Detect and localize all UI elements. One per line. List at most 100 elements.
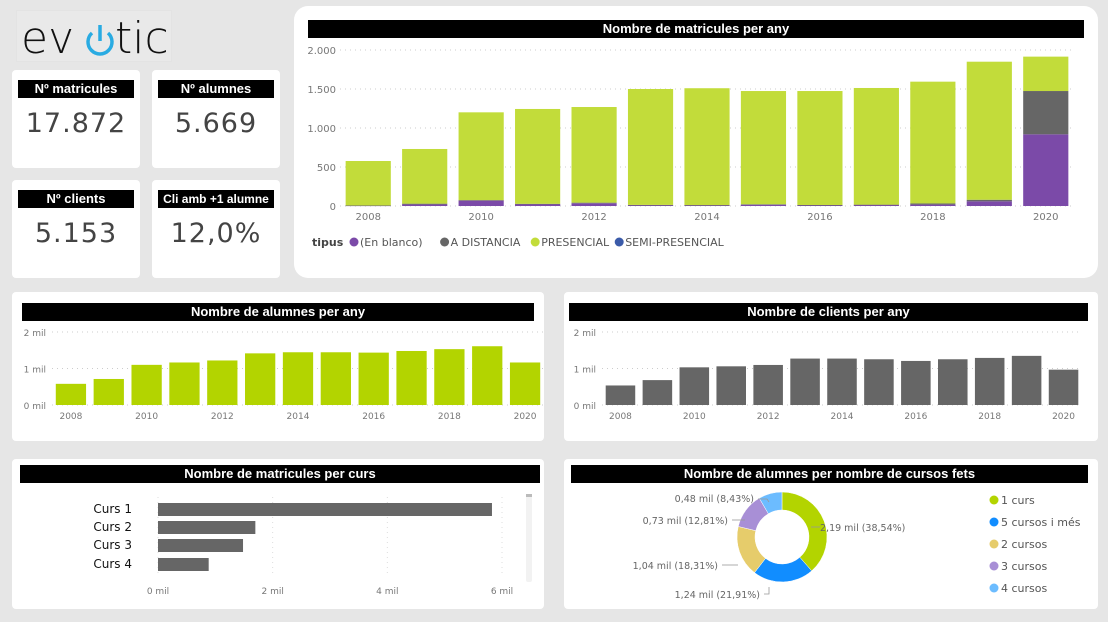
bar-2011 — [716, 366, 746, 405]
bar-segment-presencial-2011 — [515, 108, 561, 204]
bar-segment-presencial-2010 — [458, 112, 504, 201]
bar-segment-presencial-2020 — [1023, 56, 1069, 92]
chart-title: Nombre de alumnes per any — [22, 303, 534, 321]
alumnes-per-cursos-card: Nombre de alumnes per nombre de cursos f… — [564, 459, 1098, 609]
bar-2017 — [396, 350, 427, 405]
bar-segment-en-blanco-2019 — [966, 201, 1012, 206]
bar-segment-a-distancia-2017 — [853, 204, 899, 206]
x-tick-label: 2018 — [438, 412, 461, 422]
legend-label: A DISTANCIA — [451, 236, 521, 249]
kpi-value: 5.153 — [34, 218, 118, 249]
kpi-value: 17.872 — [25, 108, 127, 139]
bar-2016 — [358, 352, 389, 405]
kpi-card-alumnes: Nº alumnes 5.669 — [152, 70, 280, 168]
kpi-title: Cli amb +1 alumne — [158, 190, 274, 208]
bar-2010 — [131, 364, 162, 405]
y-tick-label: 2.000 — [307, 46, 336, 57]
bar-segment-en-blanco-2013 — [627, 205, 674, 206]
kpi-title: Nº matricules — [18, 80, 134, 98]
bar-segment-a-distancia-2012 — [571, 202, 617, 204]
legend-dot-icon — [989, 539, 999, 549]
scrollbar-thumb[interactable] — [526, 494, 532, 497]
legend-label: PRESENCIAL — [541, 236, 610, 249]
scrollbar-track — [526, 494, 532, 582]
x-tick-label: 2014 — [287, 412, 310, 422]
category-label: Curs 2 — [93, 520, 132, 534]
bar-segment-en-blanco-2009 — [402, 204, 448, 206]
matricules-per-curs-card: Nombre de matricules per curs 0 mil 2 mil… — [12, 459, 544, 609]
data-label: 2,19 mil (38,54%) — [820, 523, 905, 534]
bar-segment-presencial-2018 — [910, 81, 956, 204]
y-tick-label: 1.500 — [307, 85, 336, 96]
x-tick-label: 2008 — [356, 212, 381, 223]
legend-dot-icon — [614, 237, 624, 247]
bar-segment-presencial-2014 — [684, 88, 730, 206]
bar-segment-presencial-2009 — [402, 148, 448, 204]
data-label: 0,73 mil (12,81%) — [643, 516, 728, 527]
leader-line — [758, 498, 770, 503]
bar-segment-en-blanco-2011 — [515, 204, 561, 206]
bar-segment-en-blanco-2014 — [684, 205, 730, 206]
matricules-per-any-card: Nombre de matricules per any 0 500 1.000 1.… — [294, 6, 1098, 278]
donut-slice-4-cursos — [758, 491, 783, 515]
leader-line — [764, 587, 770, 595]
category-label: Curs 3 — [93, 538, 132, 552]
alumnes-per-cursos-chart: 2,19 mil (38,54%) 1 curs 1,24 mil (21,91%)… — [633, 491, 1081, 601]
bar-segment-a-distancia-2018 — [910, 203, 956, 205]
x-tick-label: 2018 — [920, 212, 945, 223]
x-tick-label: 2012 — [211, 412, 234, 422]
bar-2008 — [55, 383, 87, 405]
bar-segment-en-blanco-2012 — [571, 203, 617, 206]
kpi-value: 12,0% — [170, 218, 262, 249]
bar-segment-presencial-2017 — [853, 87, 899, 205]
y-tick-label: 0 mil — [574, 402, 596, 412]
bar-2009 — [642, 380, 673, 405]
y-tick-label: 2 mil — [574, 329, 596, 339]
x-tick-label: 2016 — [904, 412, 927, 422]
kpi-card-cli-mes-alumne: Cli amb +1 alumne 12,0% — [152, 180, 280, 278]
logo-text-ev: ev — [21, 13, 74, 63]
x-tick-label: 2016 — [807, 212, 832, 223]
clients-per-any-card: Nombre de clients per any 0 mil 1 mil 2 mi… — [564, 292, 1098, 441]
bar-segment-en-blanco-2015 — [740, 204, 787, 206]
bar-segment-presencial-2016 — [797, 91, 843, 205]
bar-segment-a-distancia-2011 — [515, 203, 561, 205]
clients-per-any-chart: 0 mil 1 mil 2 mil 2008 2010 2012 2014 2016 2018 2… — [574, 329, 1082, 422]
y-tick-label: 1.000 — [307, 124, 336, 135]
kpi-card-clients: Nº clients 5.153 — [12, 180, 140, 278]
bar-segment-a-distancia-2010 — [458, 200, 504, 201]
y-tick-label: 0 mil — [24, 402, 46, 412]
y-tick-label: 0 — [330, 202, 336, 213]
bar-2014 — [282, 352, 314, 405]
y-tick-label: 1 mil — [574, 366, 596, 376]
bar-curs-3 — [158, 539, 244, 552]
bar-segment-presencial-2008 — [345, 160, 391, 206]
x-tick-label: 4 mil — [376, 587, 398, 597]
x-tick-label: 2012 — [581, 212, 606, 223]
x-tick-label: 0 mil — [147, 587, 169, 597]
legend-dot-icon — [989, 583, 999, 593]
bar-segment-a-distancia-2016 — [797, 204, 843, 206]
kpi-value: 5.669 — [174, 108, 258, 139]
bar-segment-a-distancia-2014 — [684, 205, 730, 206]
bar-segment-presencial-2019 — [966, 61, 1012, 200]
bar-2020 — [1048, 369, 1079, 405]
kpi-card-matricules: Nº matricules 17.872 — [12, 70, 140, 168]
chart-title: Nombre de clients per any — [569, 303, 1088, 321]
bar-2009 — [93, 378, 124, 405]
category-label: Curs 1 — [93, 502, 132, 516]
bar-segment-presencial-2013 — [627, 89, 674, 205]
bar-2016 — [901, 360, 931, 405]
bar-2019 — [1011, 355, 1042, 405]
legend-label: 1 curs — [1001, 494, 1035, 507]
bar-curs-4 — [158, 558, 209, 571]
chart-title: Nombre de alumnes per nombre de cursos f… — [571, 465, 1088, 483]
bar-2010 — [679, 367, 710, 405]
legend-label: 4 cursos — [1001, 582, 1047, 595]
bar-segment-presencial-2012 — [571, 107, 617, 203]
chart-title: Nombre de matricules per any — [308, 20, 1084, 38]
bar-curs-2 — [158, 521, 256, 534]
legend-label: 3 cursos — [1001, 560, 1047, 573]
alumnes-per-any-card: Nombre de alumnes per any 0 mil 1 mil 2 mi… — [12, 292, 544, 441]
data-label: 0,48 mil (8,43%) — [675, 494, 754, 505]
